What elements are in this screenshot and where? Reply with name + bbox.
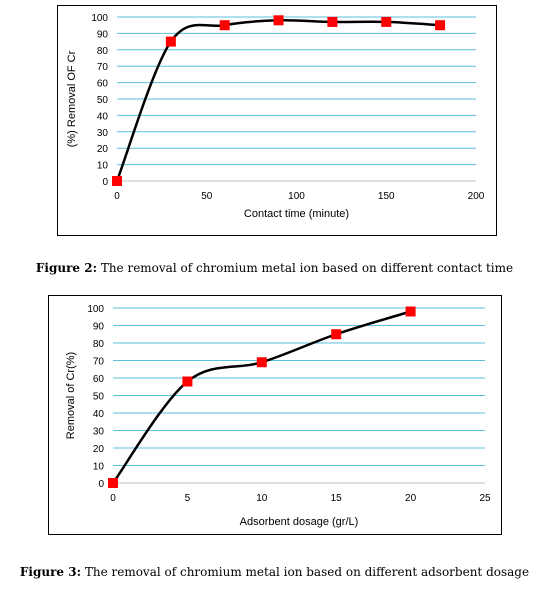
x-tick-label: 0: [114, 191, 120, 202]
x-tick-label: 15: [331, 493, 343, 504]
figure-2-caption-text: The removal of chromium metal ion based …: [97, 261, 514, 275]
y-tick-label: 10: [93, 462, 105, 473]
data-point-marker: [331, 329, 342, 340]
y-tick-label: 60: [93, 374, 105, 385]
figure-2-chart: 0 10 20 30 40 50 60 70 80 90 100 0 50 100 150 200 Contac…: [57, 5, 497, 236]
y-tick-label: 30: [97, 128, 109, 139]
data-point-marker: [108, 478, 118, 488]
data-point-marker: [435, 20, 446, 31]
y-tick-label: 100: [87, 304, 104, 315]
data-point-marker: [165, 36, 176, 47]
data-point-marker: [273, 15, 284, 26]
x-tick-label: 5: [185, 493, 191, 504]
figure-2-plot: 0 10 20 30 40 50 60 70 80 90 100 0 50 100 150 200 Contac…: [66, 13, 485, 220]
y-tick-label: 40: [97, 111, 109, 122]
x-tick-label: 100: [288, 191, 305, 202]
y-tick-label: 50: [93, 392, 105, 403]
x-axis-title: Adsorbent dosage (gr/L): [240, 516, 359, 528]
data-point-marker: [381, 16, 392, 27]
y-tick-label: 90: [97, 29, 109, 40]
data-point-marker: [327, 16, 338, 27]
figure-3-plot: 0 10 20 30 40 50 60 70 80 90 100 0 5 10 15 20 25 Adsorben…: [65, 304, 491, 528]
x-tick-label: 200: [468, 191, 485, 202]
y-tick-label: 0: [98, 479, 104, 490]
x-axis-title: Contact time (minute): [244, 208, 349, 220]
figure-2-caption-label: Figure 2:: [35, 261, 97, 275]
x-tick-label: 20: [405, 493, 417, 504]
data-point-marker: [219, 20, 230, 31]
y-tick-label: 20: [93, 444, 105, 455]
x-tick-label: 50: [201, 191, 213, 202]
y-axis-title: (%) Removal OF Cr: [66, 50, 78, 147]
x-tick-label: 25: [479, 493, 491, 504]
data-point-marker: [256, 357, 267, 368]
data-point-marker: [112, 176, 122, 186]
series-line: [115, 18, 441, 182]
y-tick-label: 20: [97, 144, 109, 155]
figure-2-caption: Figure 2: The removal of chromium metal …: [0, 261, 549, 275]
data-point-marker: [182, 376, 193, 387]
y-tick-label: 90: [93, 322, 105, 333]
y-tick-label: 80: [97, 46, 109, 57]
y-tick-label: 100: [91, 13, 108, 24]
x-tick-label: 150: [378, 191, 395, 202]
y-tick-label: 40: [93, 409, 105, 420]
y-tick-label: 10: [97, 161, 109, 172]
series-line: [111, 310, 411, 484]
figure-3-caption-label: Figure 3:: [19, 565, 82, 579]
x-tick-label: 0: [110, 493, 116, 504]
y-tick-label: 60: [97, 79, 109, 90]
y-tick-label: 30: [93, 427, 105, 438]
figure-3-caption: Figure 3: The removal of chromium metal …: [0, 565, 549, 579]
y-axis-title: Removal of Cr(%): [65, 352, 77, 439]
y-tick-label: 80: [93, 339, 105, 350]
y-tick-label: 0: [102, 177, 108, 188]
figure-3-chart: 0 10 20 30 40 50 60 70 80 90 100 0 5 10 15 20 25 Adsorben…: [48, 295, 502, 535]
figure-3-caption-text: The removal of chromium metal ion based …: [81, 565, 530, 579]
y-tick-label: 70: [97, 62, 109, 73]
y-tick-label: 70: [93, 357, 105, 368]
x-tick-label: 10: [256, 493, 268, 504]
y-tick-label: 50: [97, 95, 109, 106]
data-point-marker: [405, 306, 416, 317]
